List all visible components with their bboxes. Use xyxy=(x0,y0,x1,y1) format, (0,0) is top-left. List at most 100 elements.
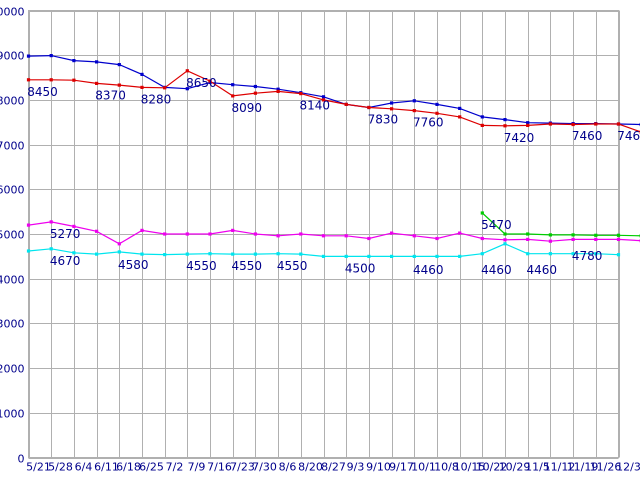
data-point-cyan xyxy=(526,252,530,256)
data-point-magenta xyxy=(526,237,530,241)
data-point-magenta xyxy=(548,239,552,243)
data-point-magenta xyxy=(616,237,621,241)
data-point-blue xyxy=(435,102,439,106)
x-axis-tick-label: 7/23 xyxy=(230,461,255,474)
data-point-magenta xyxy=(72,224,76,228)
x-axis-tick-label: 7/16 xyxy=(207,461,232,474)
x-axis-tick-label: 9/10 xyxy=(366,461,391,474)
data-point-red xyxy=(321,98,326,102)
y-axis-tick-label: 3000 xyxy=(0,318,25,331)
data-point-blue xyxy=(526,121,530,125)
x-axis-tick-label: 6/11 xyxy=(94,461,119,474)
data-point-magenta xyxy=(321,234,326,238)
data-point-label: 7420 xyxy=(504,131,535,145)
data-point-cyan xyxy=(344,254,348,258)
data-point-cyan xyxy=(390,254,394,258)
y-axis-tick-label: 5000 xyxy=(0,229,25,242)
data-point-magenta xyxy=(594,237,598,241)
data-point-red xyxy=(480,123,484,127)
data-point-magenta xyxy=(231,228,235,232)
data-point-label: 4670 xyxy=(50,254,81,268)
data-point-label: 4460 xyxy=(481,263,512,277)
data-point-magenta xyxy=(253,232,257,236)
data-point-cyan xyxy=(367,254,371,258)
x-axis-tick-label: 10/1 xyxy=(411,461,436,474)
data-point-magenta xyxy=(571,237,575,241)
data-point-cyan xyxy=(503,242,507,246)
data-point-red xyxy=(503,124,507,128)
data-point-green xyxy=(480,211,484,215)
y-axis-tick-label: 4000 xyxy=(0,274,25,287)
data-point-red xyxy=(140,85,144,89)
x-axis-tick-label: 10/22 xyxy=(476,461,508,474)
data-point-magenta xyxy=(435,236,439,241)
series-line-cyan xyxy=(28,243,619,257)
data-point-cyan xyxy=(616,253,621,257)
data-point-cyan xyxy=(458,254,462,258)
y-axis-tick-label: 2000 xyxy=(0,363,25,376)
y-axis-tick-label: 10000 xyxy=(0,6,25,19)
data-point-cyan xyxy=(49,247,53,251)
data-point-cyan xyxy=(571,252,575,256)
data-point-red xyxy=(231,94,235,98)
data-point-magenta xyxy=(480,236,484,241)
y-axis-tick-label: 8000 xyxy=(0,95,25,108)
data-point-magenta xyxy=(390,231,394,235)
data-point-red xyxy=(253,91,257,95)
data-point-label: 5470 xyxy=(481,218,512,232)
data-point-red xyxy=(548,122,552,126)
x-axis-tick-label: 11/5 xyxy=(525,461,550,474)
data-point-red xyxy=(367,105,371,110)
data-point-magenta xyxy=(344,234,348,238)
data-point-blue xyxy=(140,72,144,76)
data-point-label: 8090 xyxy=(231,101,262,115)
y-axis-tick-label: 0 xyxy=(18,453,25,466)
data-point-green xyxy=(526,232,530,236)
data-point-magenta xyxy=(299,232,303,236)
data-point-cyan xyxy=(276,252,280,256)
data-point-magenta xyxy=(412,234,416,238)
series-line-green xyxy=(481,212,640,237)
data-point-cyan xyxy=(117,250,121,254)
data-point-red xyxy=(458,115,462,119)
x-axis-tick-label: 6/4 xyxy=(75,461,93,474)
data-point-red xyxy=(344,102,348,106)
data-point-label: 4500 xyxy=(345,261,376,275)
data-point-label: 7760 xyxy=(413,116,444,130)
x-axis-tick-label: 10/29 xyxy=(499,461,531,474)
data-point-label: 5270 xyxy=(50,227,81,241)
data-point-label: 7460 xyxy=(617,129,640,143)
data-point-red xyxy=(616,122,621,126)
x-axis-tick-label: 7/9 xyxy=(188,461,206,474)
data-point-blue xyxy=(276,87,280,91)
data-point-magenta xyxy=(163,232,167,236)
data-point-blue xyxy=(231,83,235,87)
x-axis-tick-label: 6/25 xyxy=(139,461,164,474)
data-point-blue xyxy=(185,87,189,91)
data-point-blue xyxy=(503,118,507,122)
x-axis-tick-label: 11/12 xyxy=(544,461,576,474)
data-point-cyan xyxy=(140,252,144,256)
x-axis-tick-label: 8/27 xyxy=(321,461,346,474)
series-line-red xyxy=(28,70,640,133)
data-point-red xyxy=(117,83,121,87)
data-point-magenta xyxy=(503,238,507,242)
data-point-cyan xyxy=(253,252,257,256)
data-point-magenta xyxy=(458,231,462,235)
data-point-label: 4550 xyxy=(186,259,217,273)
data-point-green xyxy=(594,233,598,237)
x-axis-tick-label: 11/19 xyxy=(567,461,599,474)
data-point-cyan xyxy=(185,252,189,256)
data-point-cyan xyxy=(208,252,212,256)
x-axis-tick-label: 7/30 xyxy=(252,461,277,474)
data-point-cyan xyxy=(548,252,552,256)
data-point-cyan xyxy=(72,251,76,255)
data-point-label: 4460 xyxy=(413,263,444,277)
data-point-blue xyxy=(480,115,484,119)
data-point-cyan xyxy=(26,249,31,253)
data-point-label: 8650 xyxy=(186,76,217,90)
data-point-cyan xyxy=(594,252,598,256)
data-point-red xyxy=(49,78,53,82)
